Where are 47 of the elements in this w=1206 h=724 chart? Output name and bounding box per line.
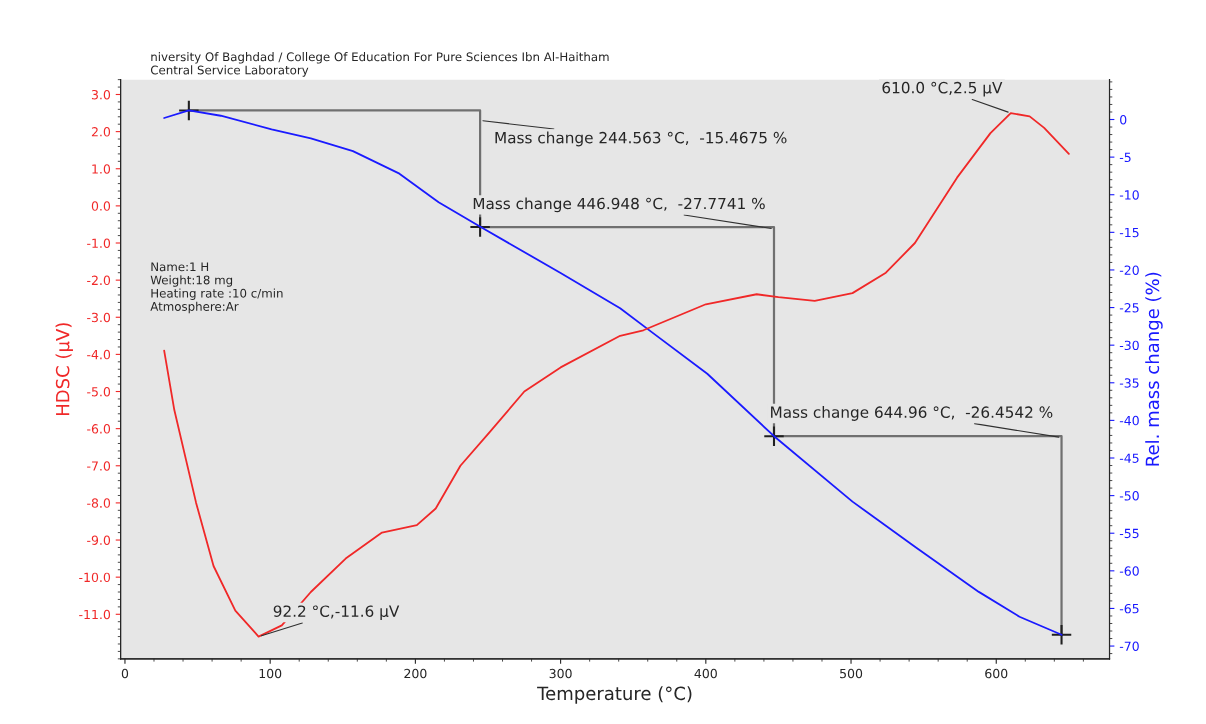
y2-tick-label: -30 (1119, 340, 1139, 351)
x-axis-title: Temperature (°C) (537, 686, 692, 704)
x-tick-label: 300 (549, 668, 572, 679)
annotation: Mass change 644.96 °C, -26.4542 % (771, 406, 1053, 421)
y2-tick-label: -25 (1119, 303, 1139, 313)
y-tick-label: -1.0 (87, 238, 111, 248)
y-tick-label: -9.0 (87, 535, 111, 545)
text: niversity Of Baghdad / College Of Education For Pure Sciences Ibn Al-Haitham Central Service Laboratory (150, 52, 609, 77)
y-tick-label: -3.0 (87, 312, 111, 323)
y2-tick-label: -20 (1119, 265, 1139, 275)
y-tick-label: 3.0 (91, 89, 111, 100)
y-axis-title: HDSC (µV) (55, 323, 73, 416)
y-tick-label: -8.0 (87, 498, 111, 508)
y2-tick-label: 0 (1120, 114, 1127, 125)
x-tick-label: 500 (840, 668, 863, 679)
y-tick-label: -4.0 (87, 349, 111, 360)
y2-tick-label: -40 (1119, 415, 1139, 426)
y2-tick-label: -35 (1119, 378, 1139, 388)
y2-axis-title: Rel. mass change (%) (1145, 272, 1163, 466)
y2-tick-label: -70 (1119, 641, 1139, 651)
y-tick-label: 2.0 (91, 127, 111, 137)
y-tick-label: -2.0 (87, 275, 111, 286)
y-tick-label: 1.0 (92, 164, 111, 174)
y2-tick-label: -55 (1119, 528, 1139, 539)
annotation: 92.2 °C,-11.6 µV (273, 605, 400, 620)
y2-tick-label: -10 (1119, 190, 1139, 200)
y2-tick-label: -60 (1119, 566, 1139, 576)
y2-tick-label: -5 (1119, 152, 1131, 163)
y2-tick-label: -45 (1119, 453, 1139, 463)
x-tick-label: 100 (259, 668, 282, 679)
y-tick-label: 0.0 (91, 201, 111, 211)
annotation: 610.0 °C,2.5 µV (882, 81, 1003, 97)
annotation: Name:1 H Weight:18 mg Heating rate :10 c/min Atmosphere:Ar (150, 262, 283, 314)
annotation: Mass change 446.948 °C, -27.7741 % (473, 197, 765, 213)
y2-tick-label: -15 (1119, 227, 1139, 238)
y-tick-label: -7.0 (87, 461, 111, 471)
y-tick-label: -11.0 (79, 609, 111, 620)
x-tick-label: 0 (121, 668, 129, 679)
y-tick-label: -6.0 (87, 424, 111, 434)
x-tick-label: 400 (694, 668, 717, 679)
y2-tick-label: -65 (1119, 603, 1139, 614)
y-tick-label: -5.0 (87, 386, 111, 397)
y2-tick-label: -50 (1119, 491, 1139, 501)
annotation: Mass change 244.563 °C, -15.4675 % (495, 131, 787, 147)
x-tick-label: 600 (985, 668, 1008, 679)
y-tick-label: -10.0 (79, 572, 111, 583)
x-tick-label: 200 (404, 668, 427, 679)
